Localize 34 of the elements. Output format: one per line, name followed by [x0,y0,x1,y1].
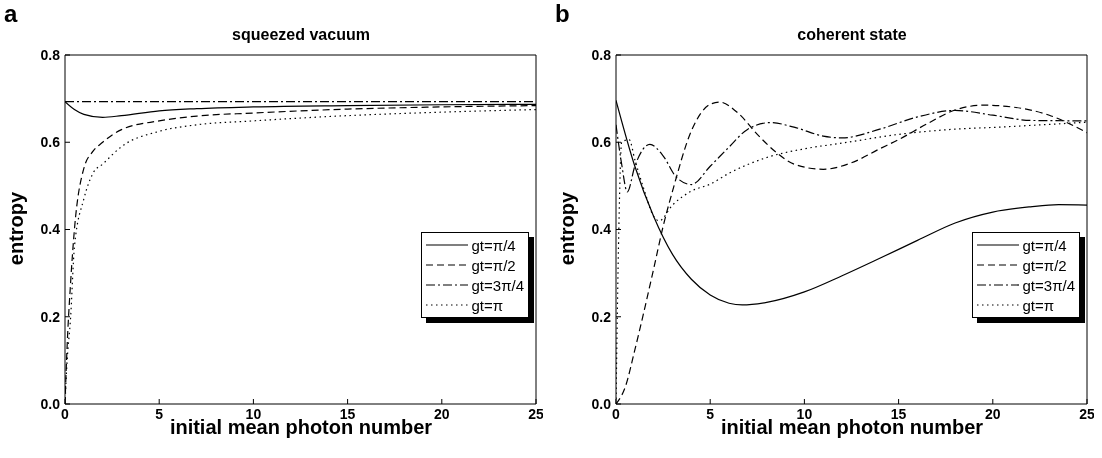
x-tick-label: 20 [985,405,1001,422]
y-tick-label: 0.8 [40,46,61,63]
text: b [555,0,570,28]
y-tick-label: 0.4 [591,221,612,238]
x-tick-label: 25 [528,405,544,422]
y-tick-label: 0.4 [40,221,61,238]
legend-label: gt=π/4 [1022,236,1067,254]
y-tick-label: 0.2 [591,308,612,325]
x-tick-label: 15 [890,405,907,422]
legend-label: gt=π/2 [471,256,516,274]
chart-title: squeezed vacuum [231,26,371,44]
legend-label: gt=π [471,296,504,314]
x-tick-label: 5 [706,405,715,422]
text: a [4,0,18,28]
y-tick-label: 0.0 [40,395,61,412]
y-tick-label: 0.6 [40,134,61,151]
legend-label: gt=π/4 [471,236,516,254]
x-tick-label: 20 [434,405,450,422]
legend-label: gt=π [1022,296,1055,314]
x-tick-label: 0 [61,405,70,422]
y-tick-label: 0.0 [591,395,612,412]
x-tick-label: 25 [1079,405,1095,422]
y-axis-title: entropy [5,191,29,265]
y-tick-label: 0.8 [591,46,612,63]
legend-label: gt=3π/4 [1022,276,1075,294]
y-tick-label: 0.2 [40,308,61,325]
legend-label: gt=3π/4 [471,276,524,294]
x-tick-label: 15 [339,405,356,422]
x-tick-label: 0 [612,405,621,422]
legend-label: gt=π/2 [1022,256,1067,274]
chart-title: coherent state [796,26,908,44]
y-tick-label: 0.6 [591,134,612,151]
x-tick-label: 5 [155,405,164,422]
y-axis-title: entropy [556,191,580,265]
